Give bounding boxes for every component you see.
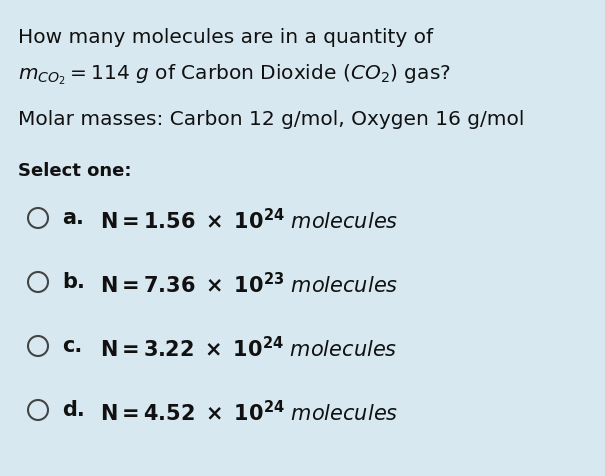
Text: a.: a. <box>62 208 84 228</box>
Text: $\mathbf{N = 3.22\ \times\ 10^{24}}\ \mathit{molecules}$: $\mathbf{N = 3.22\ \times\ 10^{24}}\ \ma… <box>100 335 397 360</box>
Text: d.: d. <box>62 399 85 419</box>
Text: $\mathbf{N = 1.56\ \times\ 10^{24}}\ \mathit{molecules}$: $\mathbf{N = 1.56\ \times\ 10^{24}}\ \ma… <box>100 208 398 233</box>
Text: $\mathbf{N = 7.36\ \times\ 10^{23}}\ \mathit{molecules}$: $\mathbf{N = 7.36\ \times\ 10^{23}}\ \ma… <box>100 271 398 297</box>
Text: How many molecules are in a quantity of: How many molecules are in a quantity of <box>18 28 433 47</box>
Text: c.: c. <box>62 335 82 355</box>
Text: Molar masses: Carbon 12 g/mol, Oxygen 16 g/mol: Molar masses: Carbon 12 g/mol, Oxygen 16… <box>18 110 525 129</box>
Text: $\mathbf{N = 4.52\ \times\ 10^{24}}\ \mathit{molecules}$: $\mathbf{N = 4.52\ \times\ 10^{24}}\ \ma… <box>100 399 398 424</box>
Text: Select one:: Select one: <box>18 162 131 179</box>
Text: $m_{CO_2} = 114\ g\ \mathregular{of\ Carbon\ Dioxide}\ (CO_2)\ \mathregular{gas?: $m_{CO_2} = 114\ g\ \mathregular{of\ Car… <box>18 62 451 87</box>
Text: b.: b. <box>62 271 85 291</box>
